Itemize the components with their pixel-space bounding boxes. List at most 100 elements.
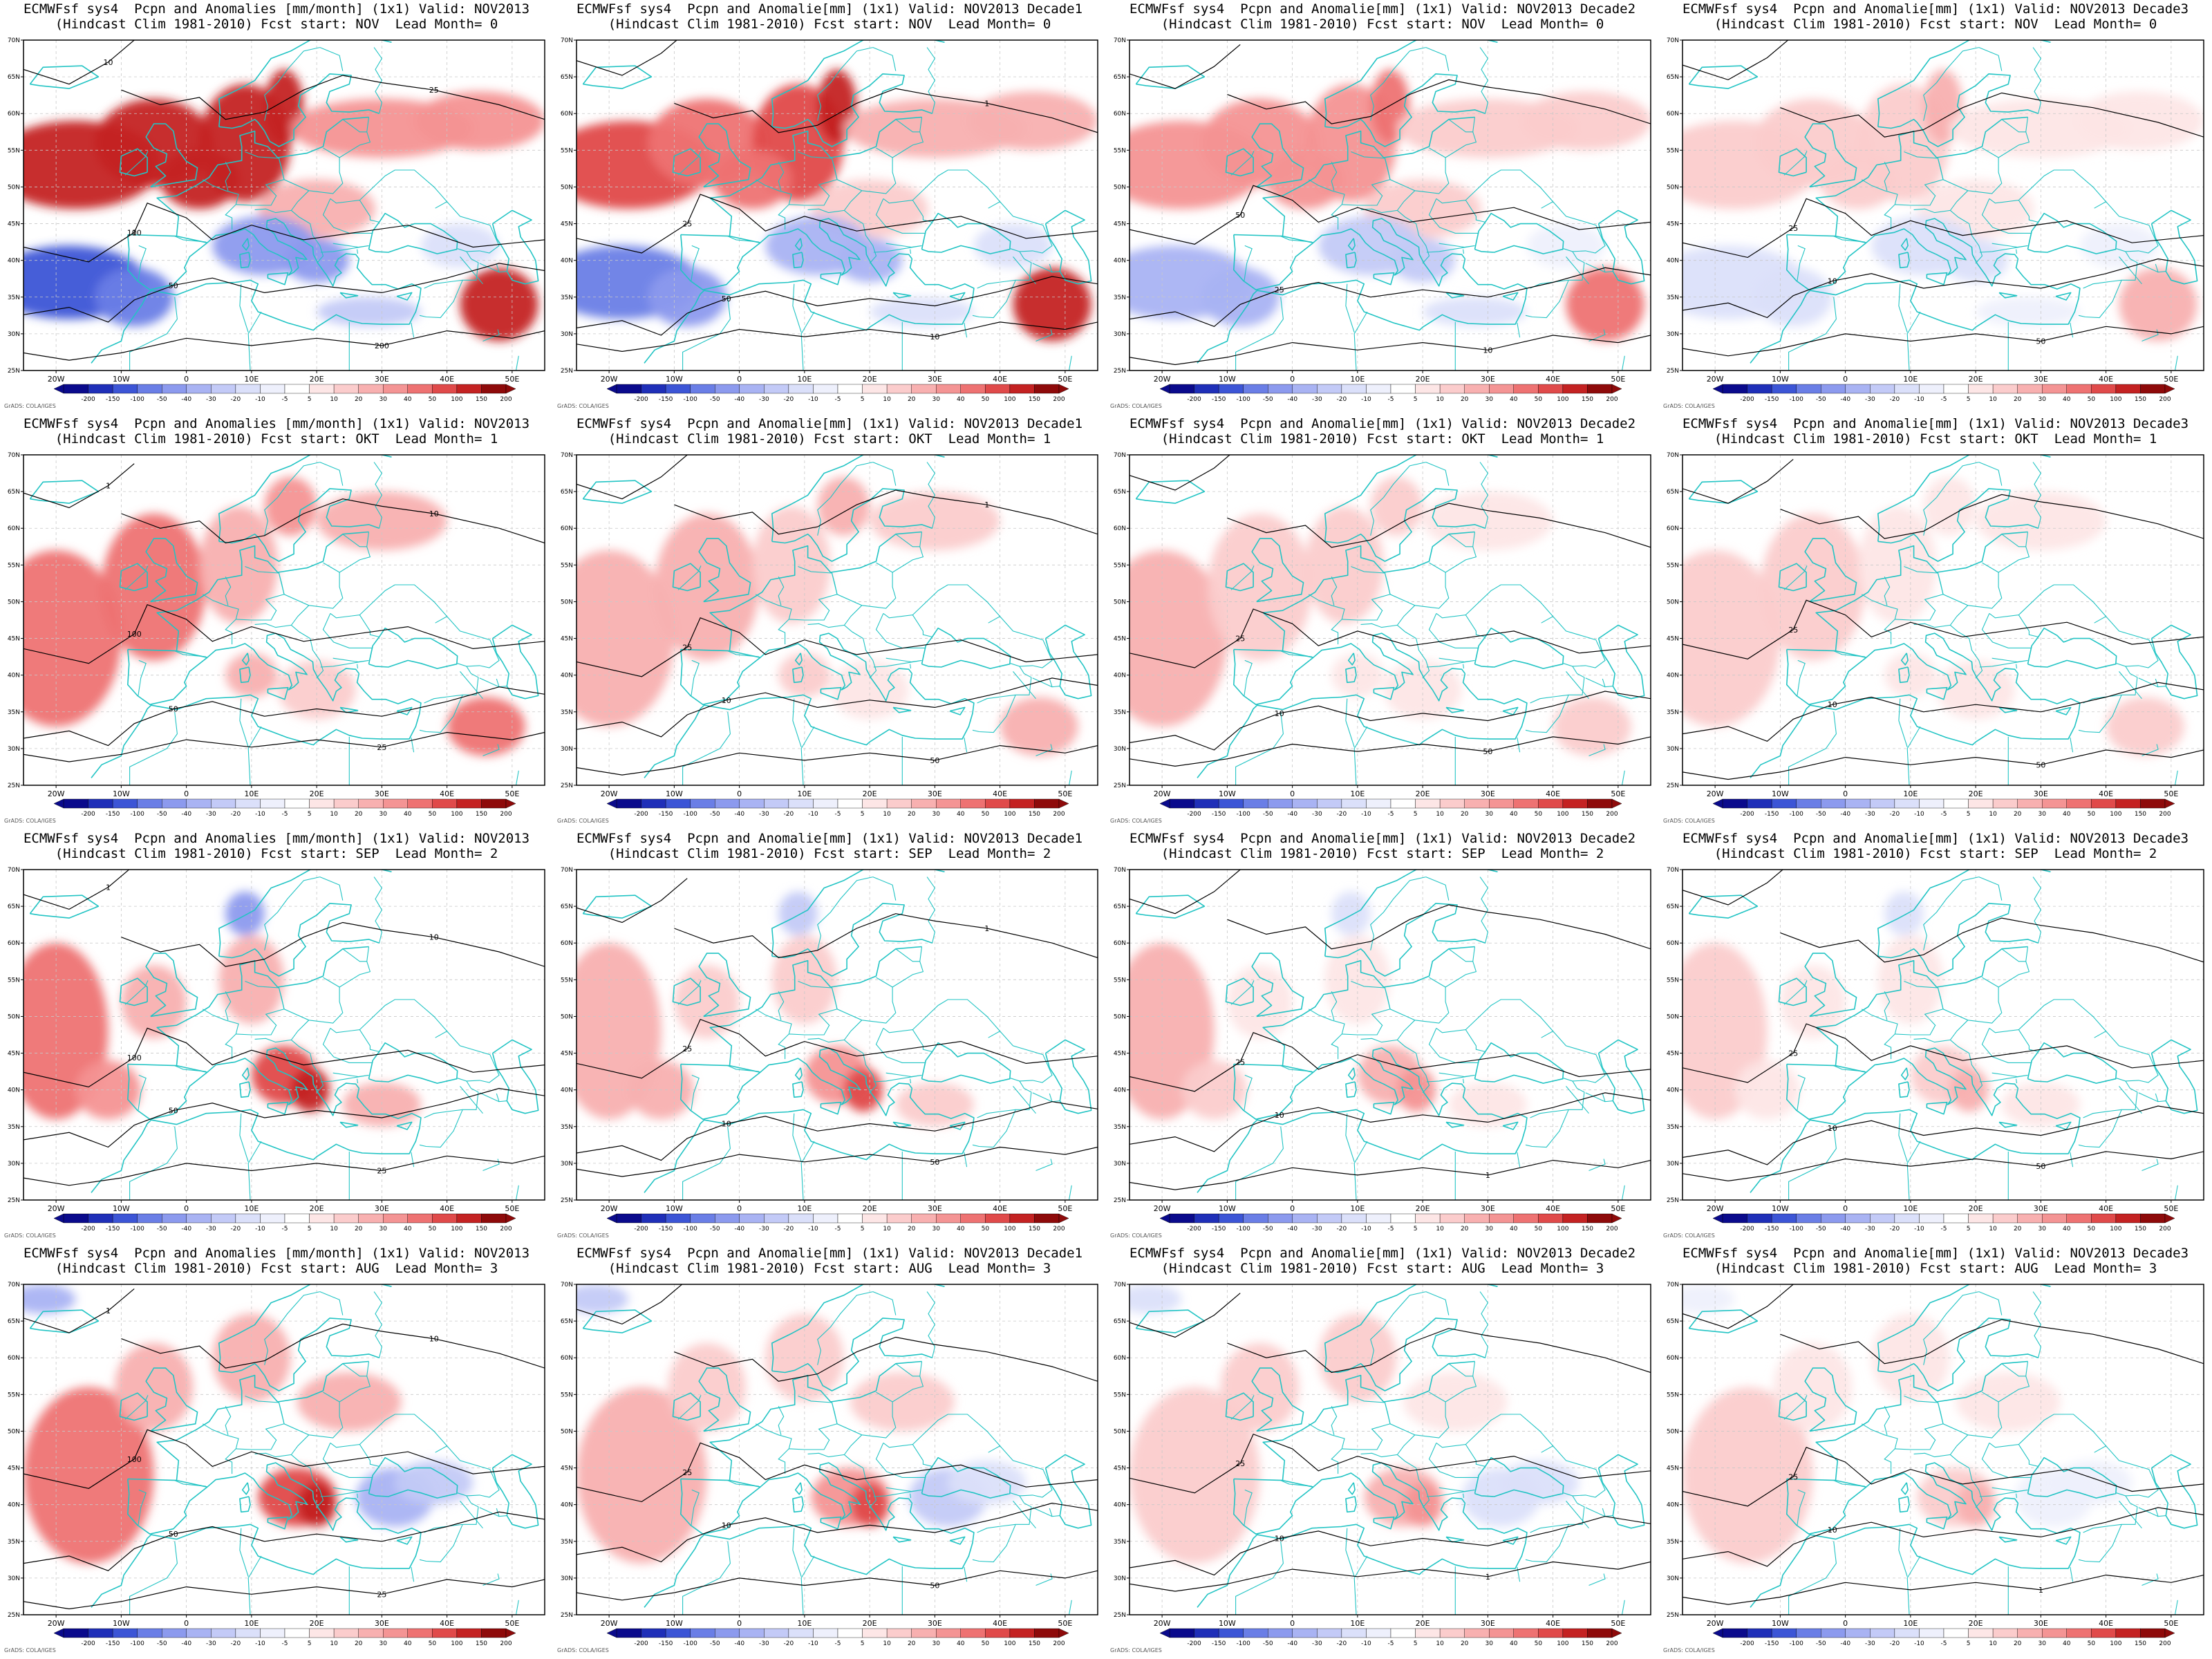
legend-swatch [2066, 1628, 2092, 1638]
border [342, 119, 367, 133]
lat-tick-label: 45N [561, 1465, 573, 1472]
border [1585, 1092, 1606, 1103]
lat-tick-label: 70N [8, 452, 20, 459]
border [1979, 243, 2028, 253]
color-legend: -200 -150 -100 -50 -40 -30 -20 -10 -5 5 10 20 30 40 50… [1712, 798, 2175, 818]
coastline [396, 706, 413, 715]
contour-label: 50 [2036, 760, 2045, 769]
legend-swatch [690, 1213, 715, 1224]
contour-label: 50 [169, 1106, 178, 1115]
border [2106, 1031, 2159, 1083]
anomaly-shading [1683, 476, 2184, 756]
contour-line [1130, 1433, 1651, 1494]
border [2001, 534, 2026, 547]
lat-tick-label: 55N [1667, 977, 1679, 984]
border [291, 624, 324, 679]
legend-value: -30 [206, 811, 216, 818]
contour-line [577, 40, 678, 76]
color-legend: -200 -150 -100 -50 -40 -30 -20 -10 -5 5 10 20 30 40 50… [53, 798, 516, 818]
border [2032, 47, 2042, 114]
border [1331, 162, 1338, 191]
legend-value: -200 [1187, 396, 1201, 403]
legend-swatch [715, 384, 740, 394]
contour-label: 50 [2036, 1162, 2045, 1171]
lon-tick-label: 0 [1843, 1619, 1848, 1628]
anomaly-blob [199, 506, 278, 624]
border [2001, 1363, 2026, 1377]
panel-title-line2: (Hindcast Clim 1981-2010) Fcst start: SE… [1161, 846, 1604, 861]
legend-swatch [1415, 798, 1441, 809]
coastline [1866, 1047, 2019, 1116]
coastline [1688, 1309, 1759, 1333]
legend-value: 40 [404, 1640, 412, 1647]
legend-value: -30 [1865, 1226, 1875, 1232]
legend-swatch [1894, 1628, 1920, 1638]
border [977, 666, 1032, 704]
legend-value: 10 [1989, 811, 1997, 818]
legend-value: 30 [2038, 1226, 2046, 1232]
legend-swatch [862, 384, 888, 394]
grads-credit: GrADS: COLA/IGES [1663, 818, 1715, 824]
legend-arrow-right [1611, 1628, 1622, 1638]
coastline [491, 624, 539, 700]
legend-swatch [764, 798, 789, 809]
coastline [892, 292, 912, 299]
legend-value: 100 [1557, 396, 1568, 403]
panel-title: ECMWFsf sys4 Pcpn and Anomalies [mm/mont… [4, 1, 549, 32]
legend-value: 150 [2135, 811, 2146, 818]
lon-tick-label: 30E [375, 375, 389, 384]
legend-swatch [2091, 384, 2117, 394]
coastline [1750, 673, 2081, 778]
legend-swatch [2066, 384, 2092, 394]
legend-swatch [1169, 384, 1194, 394]
grads-credit: GrADS: COLA/IGES [4, 818, 56, 824]
contours [1130, 870, 1651, 1190]
lon-tick-label: 10W [113, 375, 130, 384]
border [1788, 297, 1837, 371]
legend-value: -10 [808, 1226, 818, 1232]
coastline [2027, 1042, 2117, 1084]
lon-tick-label: 0 [1843, 375, 1848, 384]
legend-swatch [1317, 798, 1342, 809]
legend-swatch [1821, 1213, 1846, 1224]
legend-value: 100 [2110, 1640, 2121, 1647]
border [291, 1039, 324, 1094]
legend-value: -5 [1388, 1640, 1394, 1647]
legend-value: -150 [106, 1226, 120, 1232]
contour-line [1683, 1284, 1794, 1329]
contour-label: 50 [169, 705, 178, 714]
lat-tick-label: 60N [1667, 1355, 1679, 1362]
border [1230, 1395, 1255, 1420]
legend-swatch [333, 384, 359, 394]
contour-label: 1 [106, 482, 111, 491]
coastline [771, 1318, 932, 1391]
lon-tick-label: 20W [1707, 789, 1724, 798]
legend-swatch [985, 798, 1011, 809]
legend-value: 100 [1557, 1640, 1568, 1647]
map-panel: 25 10 50 25N 30N 35N 40N 45N 50N 55N 60N 65N 70N 20W 1… [1659, 830, 2212, 1244]
coastline [709, 116, 922, 236]
coastline [1804, 123, 1857, 188]
legend-value: -30 [206, 396, 216, 403]
coastlines [582, 455, 1092, 778]
contour-line [24, 263, 545, 323]
borders [124, 462, 519, 785]
legend-value: 200 [500, 1640, 512, 1647]
legend-value: -40 [181, 1226, 191, 1232]
lon-tick-label: 20E [1416, 789, 1430, 798]
border [236, 1395, 285, 1450]
contour-line [1130, 267, 1651, 327]
lon-tick-label: 10W [1219, 1204, 1236, 1213]
legend-value: 40 [1510, 396, 1518, 403]
legend-value: 150 [1582, 811, 1593, 818]
legend-arrow-right [1611, 1213, 1622, 1224]
legend-value: -10 [1361, 1640, 1371, 1647]
border [264, 47, 320, 121]
legend-value: 40 [1510, 1226, 1518, 1232]
coastline [1926, 1101, 1948, 1115]
border [792, 1528, 802, 1577]
legend-swatch [2042, 1628, 2067, 1638]
panel-title-line1: ECMWFsf sys4 Pcpn and Anomalies [mm/mont… [23, 1, 530, 17]
legend-swatch [665, 1213, 691, 1224]
legend-swatch [1415, 1213, 1441, 1224]
